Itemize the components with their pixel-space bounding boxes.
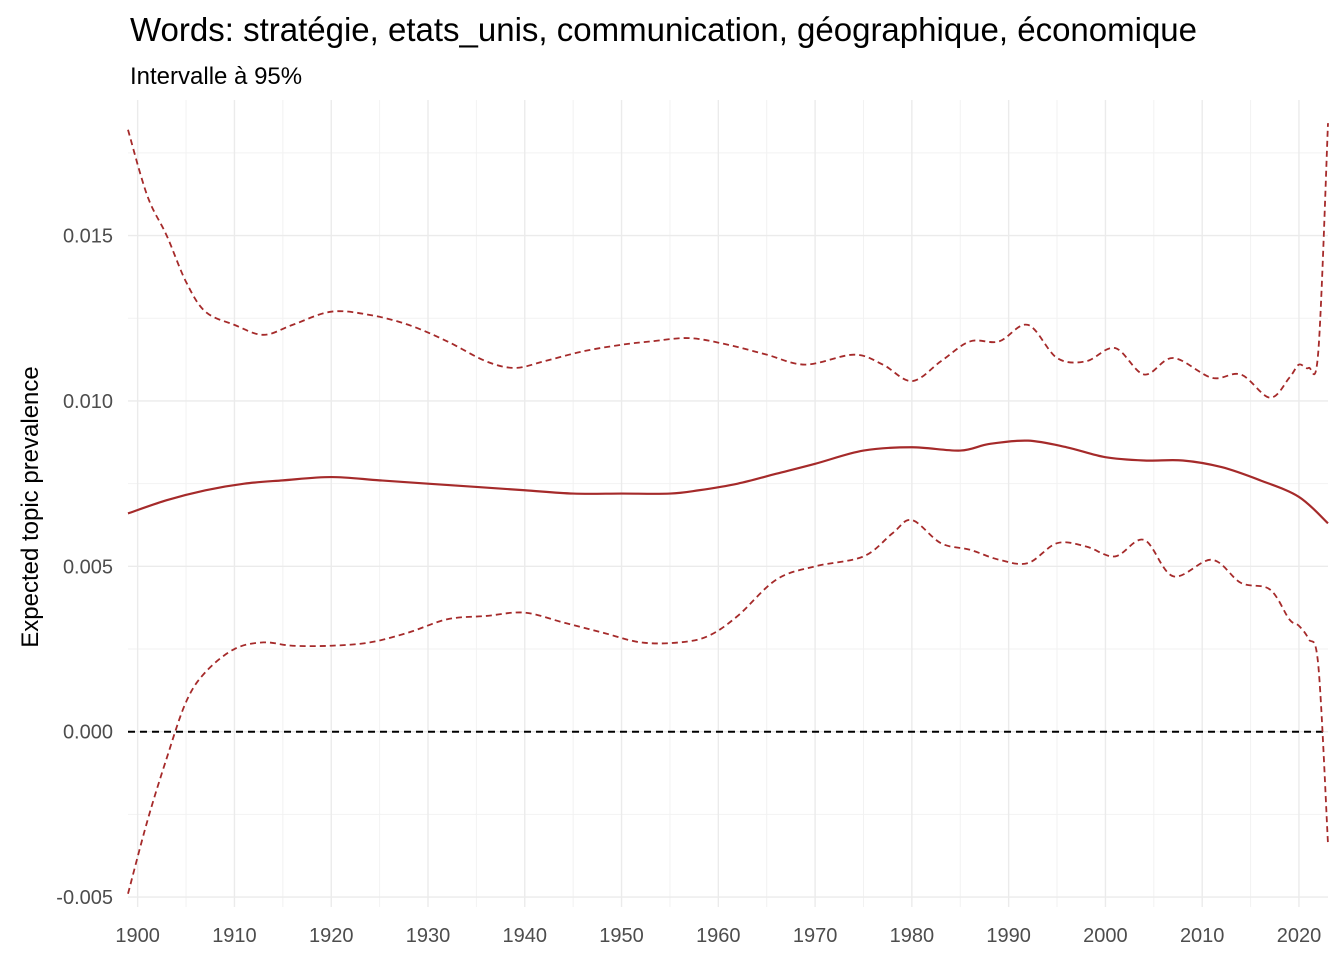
x-tick-label: 2020	[1277, 925, 1322, 947]
axes: 1900 1910 1920 1930 1940 1950 1960 1970 1980 1990…	[56, 226, 1321, 947]
x-tick-label: 1960	[696, 925, 741, 947]
y-tick-label: 0.005	[63, 556, 113, 578]
x-tick-label: 1930	[406, 925, 451, 947]
chart-subtitle: Intervalle à 95%	[130, 63, 302, 90]
chart-title: Words: stratégie, etats_unis, communicat…	[130, 11, 1197, 48]
y-tick-label: -0.005	[56, 887, 113, 909]
x-tick-label: 1990	[986, 925, 1031, 947]
x-tick-label: 1950	[599, 925, 644, 947]
plot-area	[127, 123, 1329, 895]
y-tick-label: 0.015	[63, 226, 113, 248]
x-tick-label: 1970	[793, 925, 838, 947]
series-line-lower	[127, 518, 1329, 895]
x-tick-label: 1980	[890, 925, 935, 947]
series-line-estimate	[127, 439, 1329, 525]
grid	[128, 100, 1328, 907]
x-tick-label: 1940	[503, 925, 548, 947]
y-axis-title: Expected topic prevalence	[17, 366, 44, 648]
y-tick-label: 0.010	[63, 391, 113, 413]
x-tick-label: 1910	[212, 925, 257, 947]
series-line-upper	[127, 123, 1329, 399]
y-tick-label: 0.000	[63, 722, 113, 744]
x-tick-label: 1920	[309, 925, 354, 947]
x-tick-label: 2000	[1083, 925, 1128, 947]
x-tick-label: 1900	[115, 925, 160, 947]
x-tick-label: 2010	[1180, 925, 1225, 947]
